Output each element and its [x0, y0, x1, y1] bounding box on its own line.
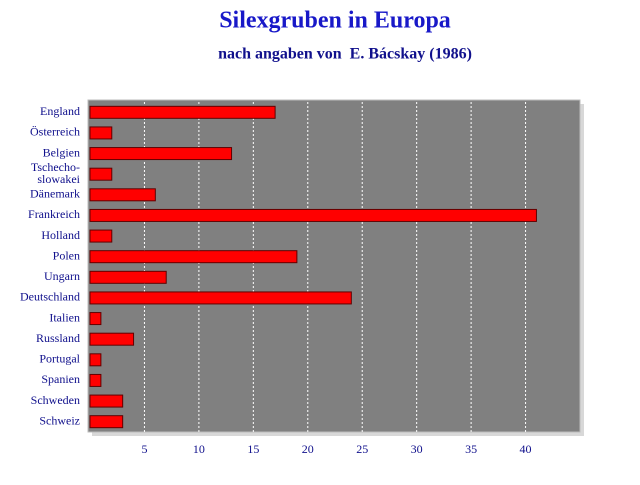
y-tick-label: Ungarn — [44, 269, 80, 283]
x-tick-label: 25 — [356, 442, 368, 456]
bar — [89, 229, 113, 243]
y-tick-label: Polen — [53, 248, 80, 262]
y-tick-label: Italien — [49, 310, 80, 324]
y-tick-label: Schweden — [31, 393, 80, 407]
y-tick-label: Deutschland — [20, 290, 80, 304]
y-tick-label: Tschecho-slowakei — [31, 160, 81, 186]
bar — [89, 394, 124, 408]
bar — [89, 353, 102, 367]
x-tick-label: 40 — [520, 442, 532, 456]
chart-subtitle: nach angaben von E. Bácskay (1986) — [218, 46, 472, 63]
bar — [89, 415, 124, 429]
y-tick-label: Russland — [36, 331, 80, 345]
bar — [89, 167, 113, 181]
y-tick-label: Portugal — [39, 352, 80, 366]
x-tick-label: 30 — [411, 442, 423, 456]
x-tick-label: 35 — [465, 442, 477, 456]
y-tick-label: England — [40, 104, 80, 118]
bar — [89, 250, 298, 264]
y-tick-label: Frankreich — [28, 207, 80, 221]
y-tick-label: Dänemark — [30, 187, 80, 201]
bar — [89, 270, 167, 284]
x-tick-label: 10 — [193, 442, 205, 456]
x-tick-label: 15 — [247, 442, 259, 456]
y-tick-label: Holland — [41, 228, 80, 242]
y-tick-label: Österreich — [30, 125, 80, 139]
bar — [89, 312, 102, 326]
x-tick-label: 5 — [141, 442, 147, 456]
bar — [89, 373, 102, 387]
y-tick-label: Belgien — [43, 145, 80, 159]
bar — [89, 291, 352, 305]
bar — [89, 105, 276, 119]
bar — [89, 147, 233, 161]
bar — [89, 126, 113, 140]
bar — [89, 208, 537, 222]
y-tick-label: Schweiz — [39, 413, 80, 427]
x-tick-label: 20 — [302, 442, 314, 456]
bar — [89, 332, 135, 346]
chart-title: Silexgruben in Europa — [219, 8, 451, 34]
y-tick-label: Spanien — [41, 372, 80, 386]
bar — [89, 188, 156, 202]
